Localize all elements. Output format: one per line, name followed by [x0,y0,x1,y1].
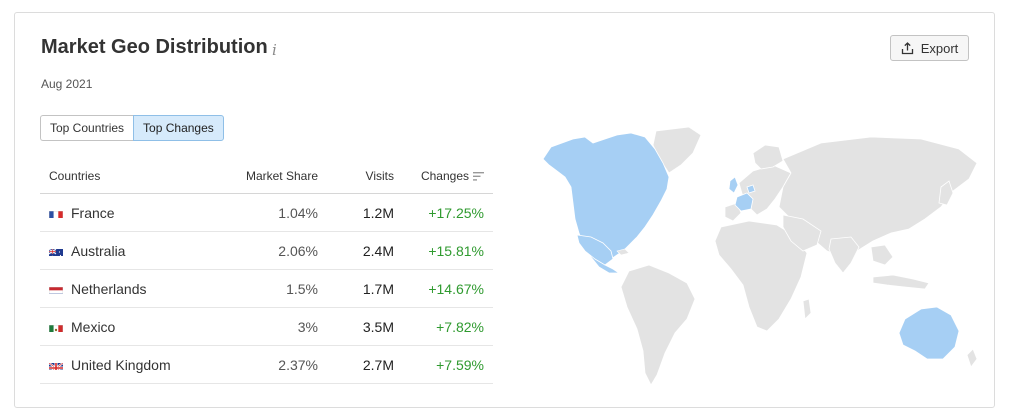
visits-value: 3.5M [362,318,394,335]
south-america-region [620,264,696,386]
table-header: Countries Market Share Visits Changes [40,159,493,194]
southeast-asia-region [870,244,894,266]
netherlands-flag-icon [49,284,63,294]
australia-region [898,306,960,360]
visits-value: 2.4M [362,242,394,259]
col-changes[interactable]: Changes [394,169,484,183]
col-visits[interactable]: Visits [365,169,394,183]
export-button[interactable]: Export [890,35,969,61]
netherlands-region [746,184,756,194]
change-value: +17.25% [428,204,484,221]
indonesia-region [872,274,930,290]
col-countries: Countries [49,169,101,183]
col-market-share[interactable]: Market Share [245,169,318,183]
mexico-region [576,234,614,266]
country-name: United Kingdom [71,356,171,373]
country-name: Netherlands [71,280,147,297]
countries-table: Countries Market Share Visits Changes Fr… [40,159,493,384]
info-icon[interactable]: i [272,41,277,59]
country-name: Mexico [71,318,116,335]
india-region [828,236,860,274]
market-share-value: 2.37% [278,356,318,373]
market-share-value: 1.5% [286,280,318,297]
uk-flag-icon [49,360,63,370]
uk-region [728,176,739,194]
tab-top-changes[interactable]: Top Changes [133,115,224,141]
country-name: Australia [71,242,126,259]
export-label: Export [920,40,959,56]
visits-value: 1.2M [362,204,394,221]
scandinavia-region [752,144,784,170]
tab-top-countries[interactable]: Top Countries [40,115,134,141]
visits-value: 1.7M [362,280,394,297]
table-row[interactable]: Netherlands 1.5% 1.7M +14.67% [40,270,493,308]
market-share-value: 3% [297,318,318,335]
middle-east-region [782,214,822,252]
visits-value: 2.7M [362,356,394,373]
report-date: Aug 2021 [41,77,93,91]
market-share-value: 2.06% [278,242,318,259]
asia-region [778,136,978,258]
change-value: +7.82% [436,318,484,335]
new-zealand-region [966,348,978,368]
table-row[interactable]: France 1.04% 1.2M +17.25% [40,194,493,232]
caribbean-region [616,248,630,256]
country-name: France [71,204,115,221]
world-map[interactable] [521,123,991,398]
change-value: +14.67% [428,280,484,297]
table-row[interactable]: United Kingdom 2.37% 2.7M +7.59% [40,346,493,384]
japan-region [938,180,954,206]
sort-icon[interactable] [473,171,484,181]
mexico-flag-icon [49,322,63,332]
table-row[interactable]: Mexico 3% 3.5M +7.82% [40,308,493,346]
market-share-value: 1.04% [278,204,318,221]
view-tabs: Top Countries Top Changes [40,115,224,141]
geo-distribution-card: Market Geo Distribution i Aug 2021 Expor… [14,12,995,408]
widget-title: Market Geo Distribution [41,36,268,58]
change-value: +7.59% [436,356,484,373]
table-row[interactable]: Australia 2.06% 2.4M +15.81% [40,232,493,270]
col-changes-label: Changes [420,169,469,183]
france-region [734,192,754,212]
export-icon [901,41,913,54]
australia-flag-icon [49,246,63,256]
change-value: +15.81% [428,242,484,259]
madagascar-region [802,298,812,320]
france-flag-icon [49,208,63,218]
